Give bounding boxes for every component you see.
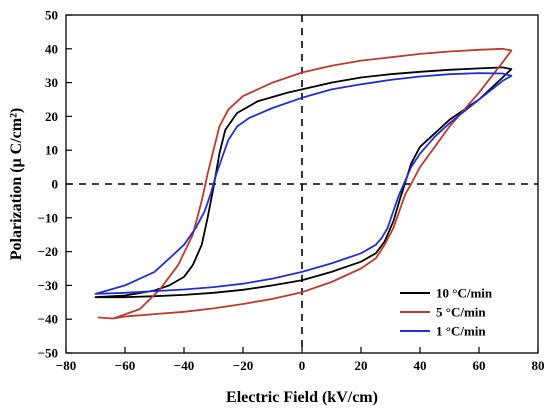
x-tick-label: −40 [174,358,194,373]
y-tick-label: 30 [45,75,58,90]
y-tick-label: −30 [38,278,58,293]
x-tick-label: 60 [473,358,486,373]
x-tick-label: 20 [355,358,368,373]
y-tick-label: 0 [52,177,59,192]
x-axis-title: Electric Field (kV/cm) [226,389,378,406]
y-tick-label: −10 [38,210,58,225]
y-axis-ticks: −50 −40 −30 −20 −10 0 10 20 30 40 50 [38,8,72,361]
x-tick-label: −20 [233,358,253,373]
legend-label-0: 10 °C/min [436,286,493,301]
x-axis-ticks: −80 −60 −40 −20 0 20 40 60 80 [56,347,545,373]
y-tick-label: 40 [45,41,58,56]
series-curve-1 [97,47,513,320]
series-curve-2 [94,72,513,295]
y-tick-label: 20 [45,109,58,124]
curves-layer [94,47,513,320]
legend: 10 °C/min 5 °C/min 1 °C/min [400,286,493,339]
x-tick-label: 0 [299,358,306,373]
y-tick-label: 50 [45,8,58,23]
x-tick-label: −60 [115,358,135,373]
x-tick-label: 40 [414,358,427,373]
legend-label-1: 5 °C/min [436,305,486,320]
legend-label-2: 1 °C/min [436,324,486,339]
y-axis-title: Polarization (μ C/cm²) [8,108,25,261]
reference-lines [66,15,538,353]
y-tick-label: 10 [45,143,58,158]
y-tick-label: −20 [38,244,58,259]
y-tick-label: −40 [38,312,58,327]
y-tick-label: −50 [38,346,58,361]
x-tick-label: 80 [532,358,545,373]
series-curve-0 [94,66,513,299]
x-tick-label: −80 [56,358,76,373]
